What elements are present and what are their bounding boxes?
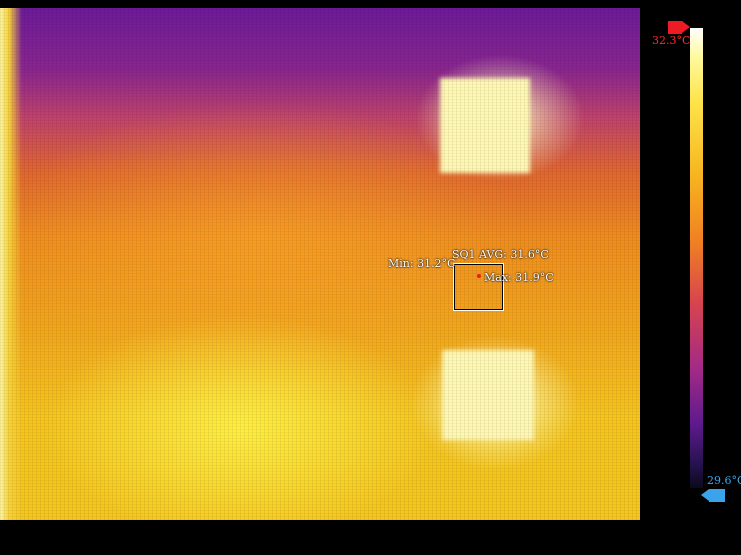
roi-min-label: Min: 31.2°C <box>388 257 456 270</box>
color-scale-bar <box>690 28 703 488</box>
scale-min-handle[interactable] <box>701 489 725 502</box>
hot-spot-lower <box>442 350 534 440</box>
scale-max-value: 32.3°C <box>652 34 691 47</box>
scale-max-handle[interactable] <box>668 21 690 34</box>
thermal-image <box>0 8 640 520</box>
roi-box[interactable] <box>453 263 504 311</box>
roi-max-label: Max: 31.9°C <box>484 271 554 284</box>
roi-average-label: SQ1 AVG: 31.6°C <box>452 248 549 261</box>
scale-min-value: 29.6°C <box>707 474 741 487</box>
hot-spot-upper <box>440 78 530 173</box>
max-marker <box>477 274 481 278</box>
